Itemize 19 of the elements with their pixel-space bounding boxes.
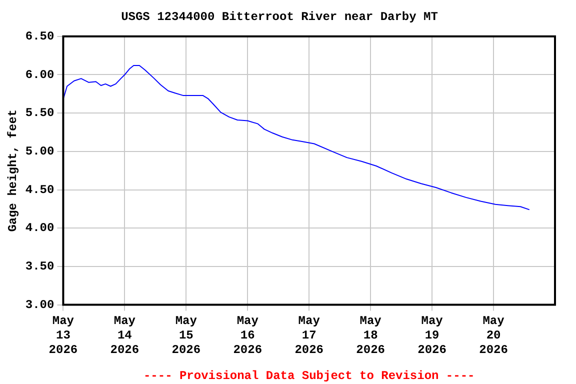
y-tick-label: 4.50	[25, 182, 54, 197]
y-tick-label: 5.00	[25, 144, 54, 158]
y-axis-title: Gage height, feet	[6, 109, 20, 232]
chart-title: USGS 12344000 Bitterroot River near Darby MT	[121, 10, 438, 24]
x-tick-label: May 13 2026	[48, 314, 78, 357]
x-tick-label: May 18 2026	[356, 314, 385, 357]
y-tick-label: 4.00	[25, 221, 54, 236]
y-tick-label: 6.50	[25, 29, 54, 44]
y-tick-label: 3.50	[25, 259, 54, 274]
y-tick-label: 3.00	[25, 298, 54, 312]
text: ---- Provisional Data Subject to Revision ----	[143, 369, 475, 384]
y-tick-label: 5.50	[25, 106, 54, 120]
x-tick-label: May 14 2026	[110, 314, 140, 357]
x-tick-label: May 17 2026	[294, 314, 324, 357]
x-tick-label: May 15 2026	[172, 314, 201, 357]
x-tick-label: May 16 2026	[233, 314, 262, 357]
x-tick-label: May 20 2026	[479, 314, 508, 357]
x-tick-label: May 19 2026	[418, 314, 446, 357]
y-tick-label: 6.00	[25, 68, 54, 82]
